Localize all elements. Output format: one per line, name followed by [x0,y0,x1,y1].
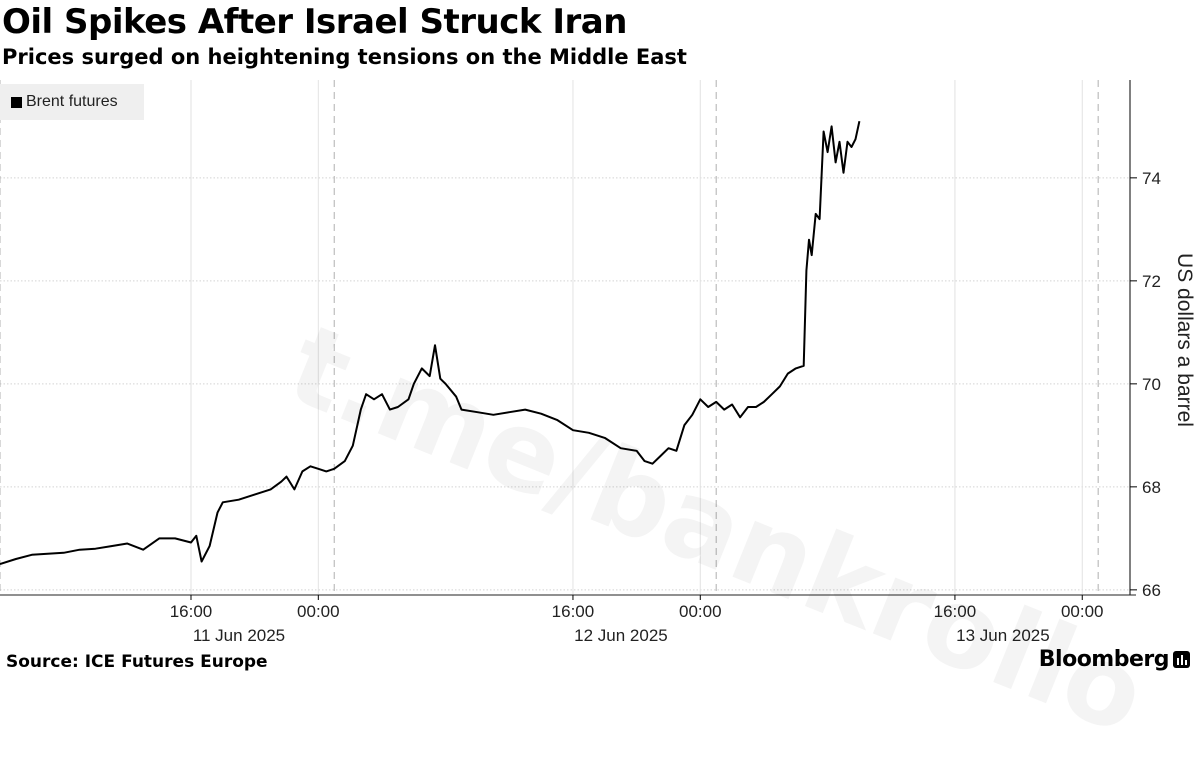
grid [0,80,1130,595]
y-tick-label: 72 [1142,272,1161,291]
y-tick-label: 66 [1142,581,1161,600]
x-tick-label: 16:00 [552,602,595,621]
y-tick-label: 70 [1142,375,1161,394]
brand-name: Bloomberg [1038,647,1170,672]
x-date-label: 11 Jun 2025 [193,626,285,645]
series-layer [0,120,861,566]
y-tick-label: 74 [1142,169,1161,188]
x-date-label: 13 Jun 2025 [956,626,1050,645]
chart-subtitle: Prices surged on heightening tensions on… [2,45,687,69]
y-axis-title: US dollars a barrel [1173,253,1196,427]
axes: 66 68 70 72 74 16:00 11 Jun 2025 00:00 16:00 12 J… [0,80,1196,645]
x-tick-label: 00:00 [297,602,340,621]
source-note: Source: ICE Futures Europe [6,652,268,672]
brand-logo: Bloomberg [1039,647,1190,672]
bloomberg-badge-icon [1173,651,1190,668]
line-chart: 66 68 70 72 74 16:00 11 Jun 2025 00:00 16:00 12 J… [0,80,1196,645]
legend[interactable]: Brent futures [0,84,144,120]
series-line-brent-futures [0,120,861,566]
x-tick-label: 16:00 [934,602,977,621]
x-tick-label: 00:00 [679,602,722,621]
x-tick-label: 00:00 [1061,602,1104,621]
chart-title: Oil Spikes After Israel Struck Iran [2,2,627,42]
legend-swatch [11,96,22,108]
legend-label: Brent futures [26,93,118,110]
y-tick-label: 68 [1142,478,1161,497]
x-tick-label: 16:00 [170,602,213,621]
x-date-label: 12 Jun 2025 [574,626,668,645]
